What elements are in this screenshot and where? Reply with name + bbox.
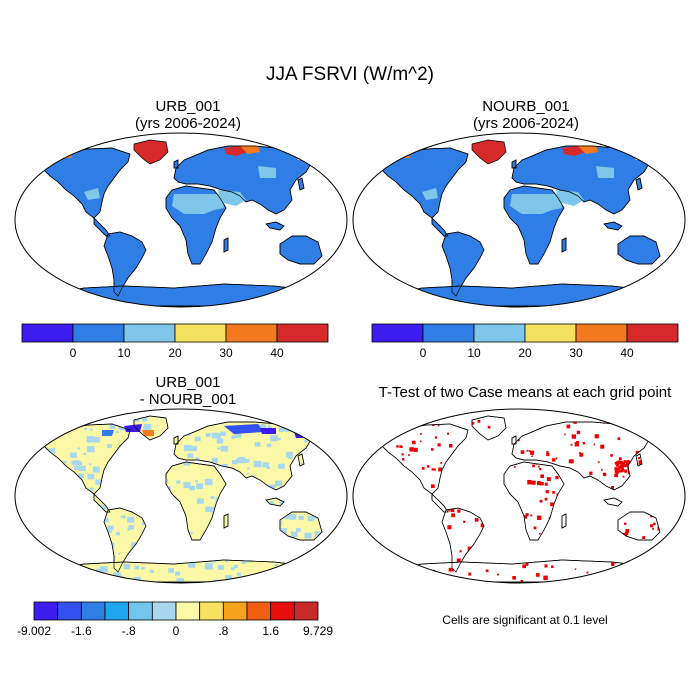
arctic-patch (124, 424, 142, 432)
panel-title-ttest: T-Test of two Case means at each grid po… (350, 384, 700, 401)
colorbar-swatch (575, 323, 628, 343)
panel-title-diff: URB_001 - NOURB_001 (30, 374, 346, 408)
colorbar-swatch (151, 601, 177, 621)
map-ttest (352, 408, 686, 584)
arid-region (84, 188, 100, 200)
colorbar-swatch (104, 601, 130, 621)
colorbar-tick-label: 20 (168, 346, 182, 360)
colorbar-swatch (524, 323, 577, 343)
colorbar-tick-label: 0 (69, 346, 77, 360)
panel-title-diff-line1: URB_001 (155, 374, 221, 391)
colorbar-swatch (123, 323, 176, 343)
colorbar-swatch (199, 601, 224, 621)
continent-greenland (471, 139, 507, 165)
continent-nz (329, 539, 337, 551)
panel-title-nourb: NOURB_001 (yrs 2006-2024) (368, 98, 684, 132)
arctic-patch (142, 430, 154, 436)
continent-nz (329, 263, 337, 275)
arid-region (172, 194, 224, 214)
arctic-patch (240, 146, 260, 154)
colorbar-swatch (174, 323, 227, 343)
colorbar-swatch (371, 323, 424, 343)
colorbar-tick-label: 0 (419, 346, 427, 360)
continent-madagascar (561, 237, 567, 253)
map-border (14, 408, 348, 584)
map-urb (14, 132, 348, 308)
colorbar-tick-label: 40 (620, 346, 634, 360)
colorbar-tick-label: 0 (172, 624, 180, 638)
colorbar-swatch (626, 323, 679, 343)
colorbar-swatch (57, 601, 82, 621)
colorbar-swatch (80, 601, 106, 621)
colorbar-tick-label: 10 (117, 346, 131, 360)
map-nourb (352, 132, 686, 308)
panel-title-diff-line2: - NOURB_001 (139, 391, 237, 408)
colorbar-swatch (225, 323, 278, 343)
significance-note: Cells are significant at 0.1 level (442, 613, 608, 627)
continent-madagascar (223, 237, 229, 253)
colorbar-swatch (246, 601, 272, 621)
colorbar-tick-label: 30 (569, 346, 583, 360)
panel-title-urb-line2: (yrs 2006-2024) (135, 115, 241, 132)
panel-title-ttest-line1: T-Test of two Case means at each grid po… (378, 384, 672, 401)
colorbar-urb (21, 323, 329, 343)
colorbar-swatch (422, 323, 475, 343)
colorbar-tick-label: .8 (218, 624, 229, 638)
colorbar-swatch (276, 323, 329, 343)
colorbar-tick-label: 10 (467, 346, 481, 360)
panel-title-urb: URB_001 (yrs 2006-2024) (30, 98, 346, 132)
continent-nz (667, 263, 675, 275)
arid-region (548, 198, 562, 210)
arctic-patch (224, 146, 248, 156)
colorbar-tick-label: -1.6 (70, 624, 92, 638)
colorbar-swatch (175, 601, 201, 621)
colorbar-tick-label: 20 (518, 346, 532, 360)
main-title: JJA FSRVI (W/m^2) (266, 64, 434, 85)
arid-region (422, 188, 438, 200)
map-border (352, 408, 686, 584)
colorbar-tick-label: 30 (219, 346, 233, 360)
colorbar-tick-label: -9.002 (16, 624, 52, 638)
arctic-patch (562, 146, 586, 156)
colorbar-swatch (72, 323, 125, 343)
colorbar-swatch (33, 601, 59, 621)
colorbar-swatch (473, 323, 526, 343)
continent-nz (667, 539, 675, 551)
arid-region (258, 166, 276, 178)
arid-region (556, 190, 584, 206)
colorbar-swatch (270, 601, 295, 621)
panel-title-urb-line1: URB_001 (155, 98, 221, 115)
map-border (14, 132, 348, 308)
panel-title-nourb-line1: NOURB_001 (482, 98, 570, 115)
colorbar-tick-label: -.8 (121, 624, 136, 638)
arctic-patch (578, 146, 598, 154)
arid-region (596, 166, 614, 178)
colorbar-tick-label: 9.729 (302, 624, 334, 638)
colorbar-tick-label: 1.6 (262, 624, 279, 638)
arctic-patch (102, 430, 114, 436)
colorbar-swatch (21, 323, 74, 343)
colorbar-swatch (128, 601, 153, 621)
colorbar-tick-label: 40 (270, 346, 284, 360)
colorbar-swatch (222, 601, 248, 621)
colorbar-diff (33, 601, 319, 621)
colorbar-nourb (371, 323, 679, 343)
arid-region (210, 198, 224, 210)
continent-greenland (133, 139, 169, 165)
arctic-patch (224, 424, 264, 434)
colorbar-swatch (293, 601, 319, 621)
map-border (352, 132, 686, 308)
arid-region (510, 194, 562, 214)
arid-region (218, 190, 246, 206)
continent-madagascar (561, 513, 567, 529)
panel-title-nourb-line2: (yrs 2006-2024) (473, 115, 579, 132)
arctic-patch (260, 428, 276, 434)
map-diff (14, 408, 348, 584)
